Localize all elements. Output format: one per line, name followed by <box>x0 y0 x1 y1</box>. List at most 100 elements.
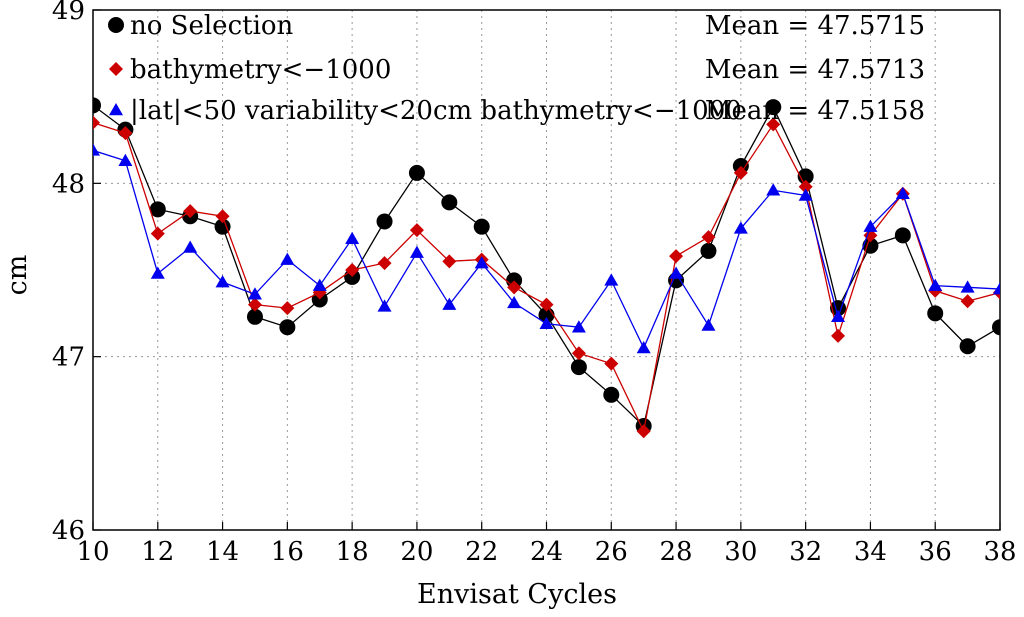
data-point <box>571 320 586 333</box>
data-point <box>765 99 782 116</box>
x-tick-label: 36 <box>919 537 952 567</box>
data-point <box>798 188 813 201</box>
x-tick-label: 20 <box>400 537 433 567</box>
legend: no Selection Mean = 47.5715 bathymetry<−10… <box>108 11 925 126</box>
x-tick-label: 38 <box>983 537 1016 567</box>
series-3 <box>93 143 1000 354</box>
x-tick-label: 16 <box>271 537 304 567</box>
mean-label: Mean = 47.5158 <box>705 96 925 126</box>
legend-label: bathymetry<−1000 <box>130 55 391 85</box>
data-point <box>280 252 295 265</box>
data-point <box>733 221 748 234</box>
mean-label: Mean = 47.5715 <box>705 11 925 41</box>
data-point <box>345 263 360 277</box>
data-point <box>441 194 458 211</box>
data-point <box>733 165 748 180</box>
legend-label: |lat|<50 variability<20cm bathymetry<−10… <box>130 96 742 126</box>
data-point <box>539 297 554 312</box>
data-point <box>474 256 489 269</box>
series-line <box>93 122 1000 434</box>
data-point <box>150 266 165 279</box>
x-tick-label: 34 <box>854 537 887 567</box>
data-point <box>409 223 424 238</box>
legend-marker <box>108 17 124 33</box>
axis-ticks: 10 12 14 16 18 20 22 24 26 28 30 32 34 36 38 46 47 48 49 <box>52 0 1017 567</box>
data-point <box>831 309 846 323</box>
data-point <box>345 231 360 245</box>
data-point <box>473 218 490 235</box>
data-point <box>377 256 392 271</box>
data-point <box>766 183 781 196</box>
data-point <box>993 282 1000 295</box>
legend-marker <box>109 62 123 76</box>
data-point <box>700 242 717 259</box>
data-point <box>570 359 587 376</box>
y-tick-label: 46 <box>52 516 85 546</box>
x-tick-label: 32 <box>789 537 822 567</box>
data-point <box>992 319 1000 336</box>
data-point <box>183 204 198 219</box>
data-point <box>669 266 684 279</box>
data-point <box>93 115 100 130</box>
data-point <box>247 287 262 300</box>
y-tick-label: 49 <box>52 0 85 26</box>
data-point <box>960 294 975 309</box>
data-point <box>279 319 296 336</box>
data-point <box>894 227 911 244</box>
data-point <box>183 240 198 253</box>
data-point <box>507 280 522 295</box>
data-point <box>604 356 619 371</box>
legend-marker <box>109 103 123 116</box>
data-point <box>376 213 393 230</box>
data-point <box>442 254 457 269</box>
grid-lines <box>92 9 1001 531</box>
data-point <box>507 295 522 309</box>
data-point <box>927 305 944 322</box>
legend-label: no Selection <box>130 11 294 41</box>
data-point <box>118 126 133 141</box>
data-point <box>959 338 976 355</box>
data-point <box>93 97 101 114</box>
data-point <box>150 226 165 241</box>
mean-label: Mean = 47.5713 <box>705 55 925 85</box>
x-tick-label: 30 <box>724 537 757 567</box>
y-tick-label: 47 <box>52 343 85 373</box>
y-tick-label: 48 <box>52 169 85 199</box>
data-point <box>571 346 586 361</box>
data-point <box>863 219 878 232</box>
data-point <box>798 179 813 194</box>
y-axis-label: cm <box>2 255 33 296</box>
data-point <box>636 424 651 439</box>
data-point <box>246 308 263 325</box>
data-point <box>831 328 846 343</box>
data-point <box>669 249 684 264</box>
data-point <box>149 201 166 218</box>
x-tick-label: 12 <box>141 537 174 567</box>
data-point <box>895 186 910 199</box>
data-point <box>118 153 133 167</box>
data-point <box>280 301 295 316</box>
data-point <box>603 386 620 403</box>
data-point <box>539 316 554 329</box>
data-point <box>247 297 262 312</box>
x-tick-label: 22 <box>465 537 498 567</box>
data-point <box>377 299 392 312</box>
data-point <box>215 275 230 288</box>
data-point <box>215 209 230 224</box>
data-point <box>214 218 231 235</box>
data-point <box>408 164 425 181</box>
x-tick-label: 26 <box>595 537 628 567</box>
data-point <box>766 117 781 132</box>
data-point <box>701 230 716 245</box>
x-tick-label: 14 <box>206 537 239 567</box>
data-point <box>442 297 457 310</box>
data-point <box>960 280 975 293</box>
data-point <box>409 245 424 258</box>
data-point <box>636 341 651 354</box>
data-point <box>604 273 619 286</box>
data-point <box>701 318 716 331</box>
x-tick-label: 18 <box>336 537 369 567</box>
series-2 <box>93 115 1000 439</box>
data-point <box>312 278 327 291</box>
